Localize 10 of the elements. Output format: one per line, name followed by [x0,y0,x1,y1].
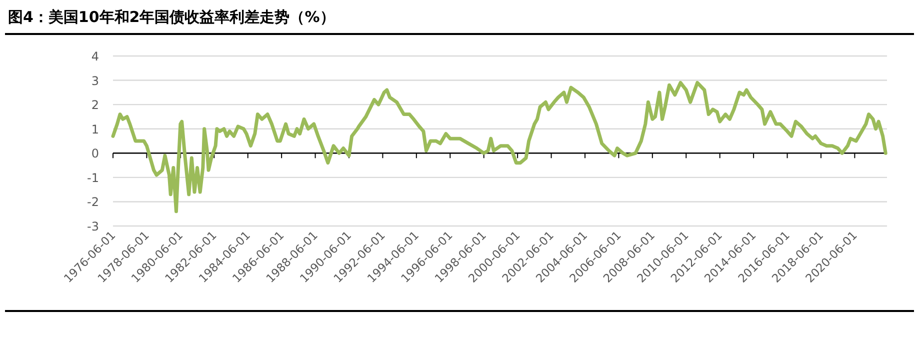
y-tick-label: 4 [91,50,99,64]
y-tick-label: -1 [87,170,99,185]
y-tick-label: 1 [91,122,99,136]
y-tick-label: -2 [87,195,99,210]
y-tick-label: 3 [91,74,99,88]
y-tick-label: -3 [87,220,99,234]
y-tick-label: 0 [91,146,99,161]
line-series [111,80,888,214]
chart-title: 图4：美国10年和2年国债收益率利差走势（%） [8,8,335,26]
y-tick-label: 2 [91,98,99,112]
